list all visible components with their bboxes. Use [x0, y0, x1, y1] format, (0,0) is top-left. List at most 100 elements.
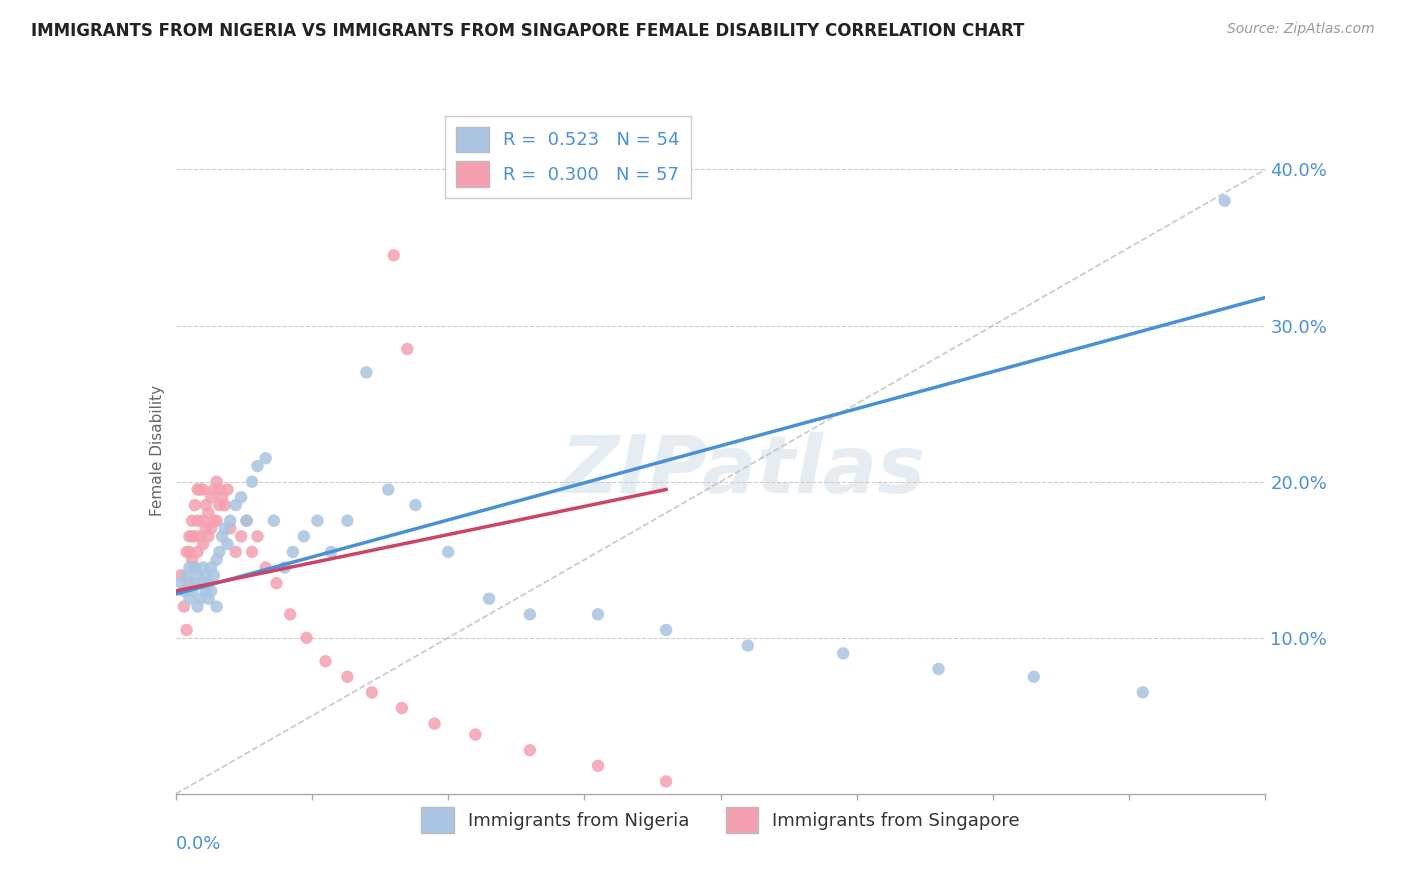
Point — [186, 568, 209, 582]
Point — [319, 545, 342, 559]
Point — [266, 576, 288, 591]
Point — [181, 583, 204, 598]
Point — [246, 458, 269, 473]
Point — [307, 514, 329, 528]
Point — [176, 623, 198, 637]
Point — [179, 545, 201, 559]
Point — [170, 576, 193, 591]
Point — [263, 514, 285, 528]
Point — [181, 529, 204, 543]
Point — [194, 521, 217, 535]
Point — [184, 560, 207, 574]
Point — [1213, 194, 1236, 208]
Point — [336, 670, 359, 684]
Text: IMMIGRANTS FROM NIGERIA VS IMMIGRANTS FROM SINGAPORE FEMALE DISABILITY CORRELATI: IMMIGRANTS FROM NIGERIA VS IMMIGRANTS FR… — [31, 22, 1025, 40]
Point — [278, 607, 301, 622]
Point — [181, 552, 204, 567]
Text: 0.0%: 0.0% — [176, 835, 221, 853]
Point — [356, 366, 378, 380]
Point — [217, 537, 239, 551]
Point — [194, 498, 217, 512]
Point — [292, 529, 315, 543]
Point — [437, 545, 460, 559]
Point — [586, 758, 609, 772]
Point — [179, 591, 201, 606]
Point — [191, 483, 214, 497]
Point — [246, 529, 269, 543]
Point — [191, 537, 214, 551]
Point — [423, 716, 446, 731]
Point — [181, 514, 204, 528]
Point — [274, 560, 297, 574]
Point — [200, 560, 222, 574]
Point — [191, 514, 214, 528]
Point — [170, 568, 193, 582]
Point — [184, 576, 207, 591]
Point — [281, 545, 304, 559]
Point — [179, 576, 201, 591]
Point — [240, 545, 263, 559]
Point — [217, 483, 239, 497]
Point — [315, 654, 337, 668]
Legend: Immigrants from Nigeria, Immigrants from Singapore: Immigrants from Nigeria, Immigrants from… — [413, 800, 1028, 839]
Point — [235, 514, 257, 528]
Point — [377, 483, 399, 497]
Point — [235, 514, 257, 528]
Point — [205, 514, 228, 528]
Point — [231, 490, 253, 504]
Point — [1132, 685, 1154, 699]
Point — [396, 342, 419, 356]
Point — [191, 576, 214, 591]
Point — [173, 583, 195, 598]
Point — [211, 529, 233, 543]
Point — [186, 545, 209, 559]
Point — [254, 451, 277, 466]
Point — [336, 514, 359, 528]
Point — [737, 639, 759, 653]
Point — [205, 599, 228, 614]
Point — [200, 521, 222, 535]
Point — [405, 498, 427, 512]
Point — [194, 568, 217, 582]
Point — [176, 568, 198, 582]
Point — [211, 490, 233, 504]
Point — [208, 483, 231, 497]
Point — [391, 701, 413, 715]
Point — [214, 498, 236, 512]
Point — [219, 521, 242, 535]
Point — [186, 483, 209, 497]
Point — [186, 514, 209, 528]
Point — [202, 568, 225, 582]
Point — [184, 498, 207, 512]
Point — [197, 529, 219, 543]
Point — [194, 583, 217, 598]
Point — [205, 475, 228, 489]
Y-axis label: Female Disability: Female Disability — [149, 384, 165, 516]
Point — [219, 514, 242, 528]
Point — [173, 599, 195, 614]
Point — [176, 545, 198, 559]
Point — [295, 631, 318, 645]
Point — [191, 560, 214, 574]
Point — [184, 560, 207, 574]
Point — [188, 483, 211, 497]
Point — [655, 623, 678, 637]
Point — [179, 560, 201, 574]
Point — [214, 521, 236, 535]
Point — [240, 475, 263, 489]
Point — [586, 607, 609, 622]
Point — [225, 498, 247, 512]
Point — [1022, 670, 1045, 684]
Point — [382, 248, 405, 262]
Point — [655, 774, 678, 789]
Point — [360, 685, 382, 699]
Point — [208, 545, 231, 559]
Point — [464, 728, 486, 742]
Point — [202, 514, 225, 528]
Point — [197, 591, 219, 606]
Point — [184, 529, 207, 543]
Point — [188, 591, 211, 606]
Point — [197, 576, 219, 591]
Point — [197, 506, 219, 520]
Text: Source: ZipAtlas.com: Source: ZipAtlas.com — [1227, 22, 1375, 37]
